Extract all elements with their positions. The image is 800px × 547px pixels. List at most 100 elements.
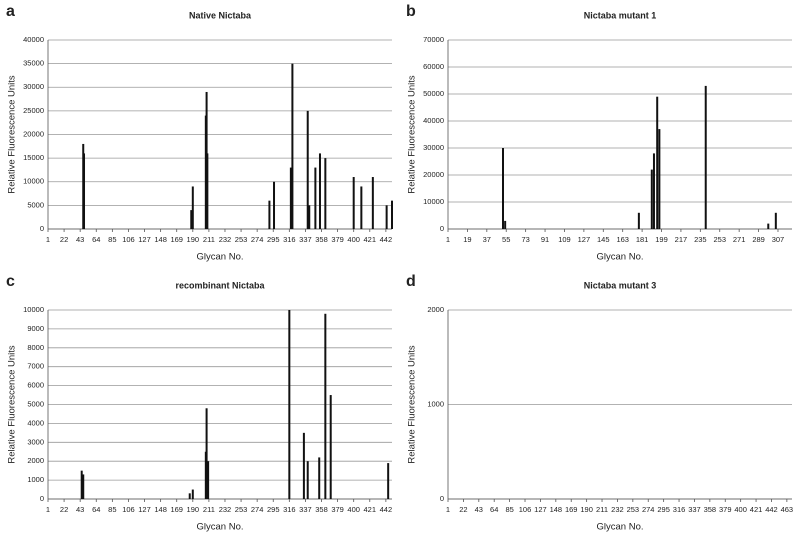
x-tick-label: 55 [502, 235, 510, 244]
bar [288, 310, 291, 499]
y-tick-label: 40000 [423, 116, 444, 125]
bar [391, 200, 393, 229]
x-tick-label: 442 [765, 505, 778, 514]
x-tick-label: 19 [463, 235, 471, 244]
x-tick-label: 400 [347, 505, 360, 514]
bar [273, 181, 276, 229]
chart-title: Nictaba mutant 3 [584, 280, 657, 290]
y-tick-label: 0 [40, 494, 44, 503]
bar [188, 493, 191, 499]
bar [360, 186, 363, 229]
y-axis-label: Relative Fluorescence Units [407, 75, 418, 194]
bar [191, 186, 194, 229]
y-tick-label: 20000 [423, 170, 444, 179]
bar [308, 205, 311, 229]
x-tick-label: 421 [364, 505, 377, 514]
y-tick-label: 30000 [23, 82, 44, 91]
y-tick-label: 40000 [23, 35, 44, 44]
y-tick-label: 9000 [27, 324, 44, 333]
x-tick-label: 22 [459, 505, 467, 514]
y-tick-label: 5000 [27, 399, 44, 408]
bar [302, 432, 305, 499]
y-tick-label: 0 [40, 224, 44, 233]
x-tick-label: 169 [565, 505, 578, 514]
y-tick-label: 10000 [23, 305, 44, 314]
x-tick-label: 145 [597, 235, 610, 244]
x-tick-label: 421 [750, 505, 763, 514]
bar [501, 148, 504, 229]
bar [268, 200, 271, 229]
x-tick-label: 91 [541, 235, 549, 244]
bar [80, 470, 83, 499]
x-tick-label: 64 [92, 235, 100, 244]
x-tick-label: 190 [187, 505, 200, 514]
x-tick-label: 43 [76, 235, 84, 244]
x-tick-label: 358 [315, 235, 328, 244]
bar [371, 177, 374, 229]
bar [82, 474, 85, 499]
x-tick-label: 181 [636, 235, 649, 244]
bar [652, 153, 655, 229]
bar [767, 223, 770, 229]
panel-letter: a [6, 3, 15, 20]
bar [314, 167, 317, 229]
chart-title: Nictaba mutant 1 [584, 10, 657, 20]
bar [352, 177, 355, 229]
x-tick-label: 73 [521, 235, 529, 244]
bar [318, 457, 321, 499]
y-tick-label: 8000 [27, 343, 44, 352]
x-tick-label: 232 [219, 505, 232, 514]
x-tick-label: 64 [92, 505, 100, 514]
bar [206, 153, 209, 229]
x-tick-label: 211 [203, 235, 215, 244]
x-tick-label: 337 [688, 505, 701, 514]
x-tick-label: 148 [154, 505, 167, 514]
bar [306, 110, 309, 229]
y-axis-label: Relative Fluorescence Units [7, 75, 18, 194]
x-tick-label: 316 [283, 505, 296, 514]
x-tick-label: 421 [364, 235, 377, 244]
y-tick-label: 60000 [423, 62, 444, 71]
x-tick-label: 295 [267, 505, 280, 514]
chart-title: Native Nictaba [189, 10, 252, 20]
y-tick-label: 1000 [27, 475, 44, 484]
panel-letter: c [6, 273, 15, 290]
x-tick-label: 1 [46, 505, 50, 514]
y-axis-label: Relative Fluorescence Units [7, 345, 18, 464]
bar [387, 463, 390, 499]
bar [658, 129, 661, 229]
x-tick-label: 232 [219, 235, 232, 244]
x-tick-label: 37 [483, 235, 491, 244]
y-axis-label: Relative Fluorescence Units [407, 345, 418, 464]
panel-letter: b [406, 3, 416, 20]
bar [774, 212, 777, 229]
y-tick-label: 0 [440, 224, 444, 233]
x-tick-label: 379 [719, 505, 732, 514]
y-tick-label: 15000 [23, 153, 44, 162]
x-tick-label: 337 [299, 235, 312, 244]
bar [656, 96, 659, 229]
y-tick-label: 6000 [27, 381, 44, 390]
x-tick-label: 295 [267, 235, 280, 244]
x-tick-label: 43 [76, 505, 84, 514]
bar [704, 85, 707, 230]
x-tick-label: 232 [611, 505, 624, 514]
x-tick-label: 316 [673, 505, 686, 514]
y-tick-label: 20000 [23, 129, 44, 138]
bar [289, 167, 292, 229]
bar [385, 205, 388, 229]
bar [637, 212, 640, 229]
x-tick-label: 127 [138, 505, 151, 514]
x-tick-label: 274 [251, 235, 264, 244]
y-tick-label: 1000 [427, 399, 444, 408]
x-tick-label: 109 [558, 235, 571, 244]
bar [191, 489, 194, 499]
x-tick-label: 1 [446, 235, 450, 244]
y-tick-label: 30000 [423, 143, 444, 152]
y-tick-label: 7000 [27, 362, 44, 371]
y-tick-label: 3000 [27, 437, 44, 446]
bar [83, 153, 86, 229]
x-tick-label: 127 [534, 505, 547, 514]
x-tick-label: 85 [108, 505, 116, 514]
x-tick-label: 85 [505, 505, 513, 514]
